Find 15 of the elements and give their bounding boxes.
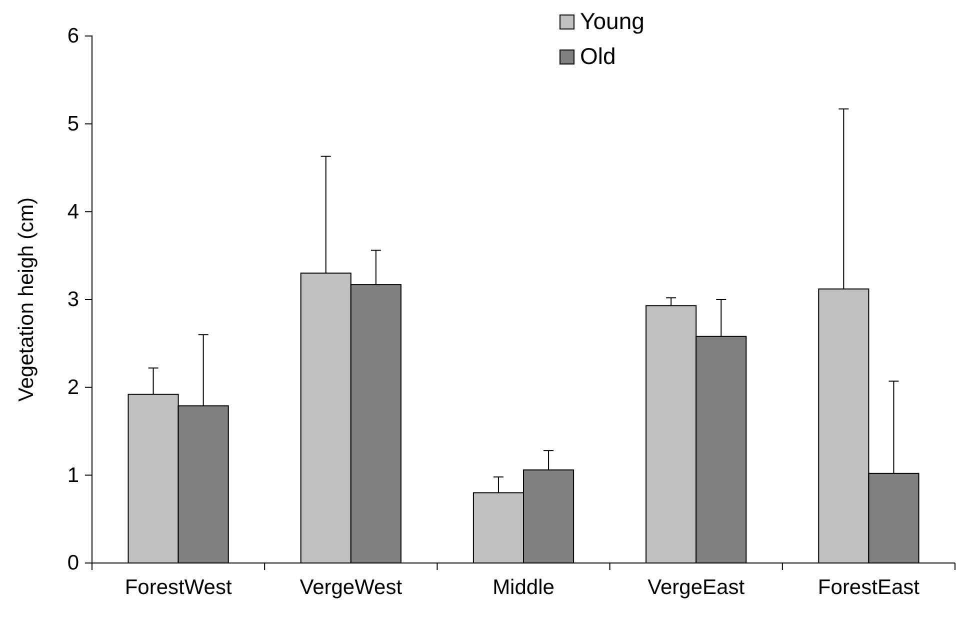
y-tick-label: 5 (67, 112, 79, 136)
legend-label: Young (580, 8, 644, 34)
y-tick-label: 3 (67, 288, 79, 312)
x-tick-label: VergeEast (648, 576, 745, 599)
y-tick-label: 2 (67, 376, 79, 400)
legend-label: Old (580, 43, 616, 69)
y-tick-label: 4 (67, 200, 80, 224)
y-tick-label: 0 (67, 552, 79, 575)
x-tick-label: ForestWest (124, 576, 232, 599)
x-tick-label: ForestEast (818, 576, 920, 599)
y-axis-title: Vegetation heigh (cm) (15, 197, 38, 402)
y-tick-label: 1 (67, 464, 79, 487)
y-tick-label: 6 (67, 24, 79, 48)
x-tick-label: VergeWest (300, 576, 402, 599)
x-tick-label: Middle (492, 576, 554, 599)
